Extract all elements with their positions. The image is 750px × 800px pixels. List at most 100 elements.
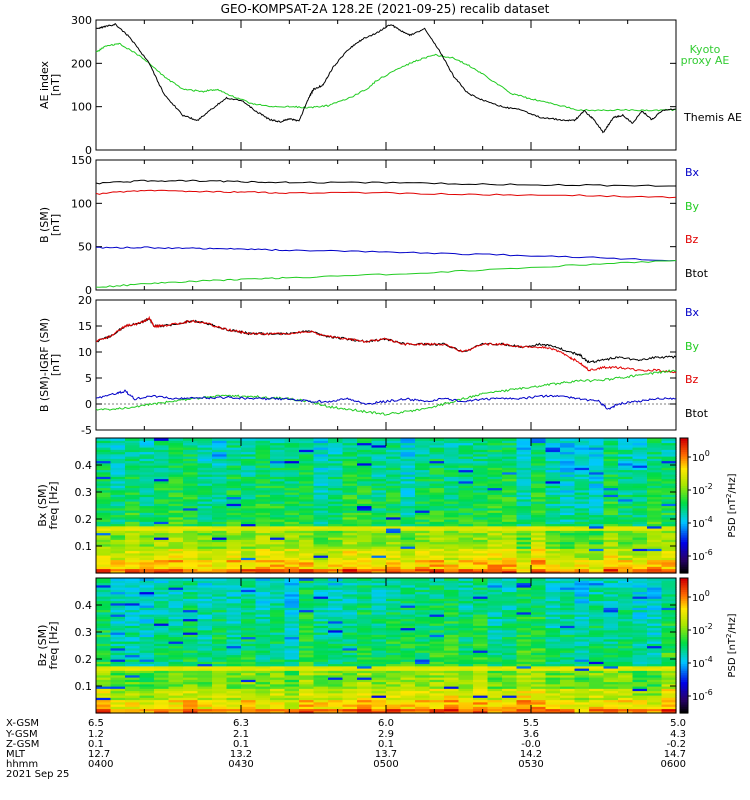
spectrogram-cell (110, 614, 126, 617)
spectrogram-cell (110, 532, 126, 536)
spectrogram-cell (589, 659, 605, 662)
spectrogram-cell (313, 485, 329, 489)
spectrogram-cell (110, 670, 126, 674)
spectrogram-cell (284, 440, 300, 444)
spectrogram-cell (168, 683, 184, 687)
spectrogram-cell (589, 679, 605, 683)
spectrogram-cell (400, 686, 416, 689)
spectrogram-cell (574, 537, 590, 540)
spectrogram-cell (618, 661, 634, 665)
spectrogram-cell (661, 467, 677, 471)
spectrogram-cell (96, 706, 112, 710)
spectrogram-cell (342, 487, 358, 491)
spectrogram-cell (386, 548, 402, 552)
spectrogram-cell (241, 460, 257, 464)
spectrogram-cell (342, 528, 358, 531)
spectrogram-cell (197, 521, 213, 525)
spectrogram-cell (284, 589, 300, 593)
spectrogram-cell (342, 683, 358, 687)
spectrogram-cell (560, 449, 576, 453)
spectrogram-cell (516, 629, 532, 633)
spectrogram-cell (168, 537, 184, 540)
spectrogram-cell (284, 647, 300, 651)
spectrogram-cell (299, 683, 315, 687)
spectrogram-cell (487, 514, 503, 518)
spectrogram-cell (487, 629, 503, 633)
spectrogram-cell (342, 469, 358, 473)
spectrogram-cell (342, 546, 358, 549)
spectrogram-cell (110, 623, 126, 626)
spectrogram-cell (473, 699, 489, 703)
spectrogram-cell (96, 514, 112, 518)
spectrogram-cell (502, 647, 518, 651)
spectrogram-cell (96, 543, 112, 547)
spectrogram-cell (313, 607, 329, 611)
spectrogram-cell (125, 654, 141, 658)
spectrogram-cell (589, 476, 605, 480)
spectrogram-cell (400, 494, 416, 498)
spectrogram-cell (284, 683, 300, 687)
spectrogram-cell (429, 471, 445, 475)
spectrogram-cell (632, 492, 648, 495)
spectrogram-cell (313, 688, 329, 692)
spectrogram-cell (125, 616, 141, 620)
spectrogram-cell (516, 550, 532, 554)
spectrogram-cell (197, 512, 213, 516)
spectrogram-cell (168, 512, 184, 516)
spectrogram-cell (168, 674, 184, 678)
spectrogram-cell (342, 507, 358, 511)
spectrogram-cell (241, 679, 257, 683)
spectrogram-cell (357, 449, 373, 453)
spectrogram-cell (299, 492, 315, 495)
spectrogram-cell (96, 442, 112, 446)
spectrogram-cell (574, 525, 590, 529)
spectrogram-cell (328, 620, 344, 624)
spectrogram-cell (125, 541, 141, 545)
spectrogram-cell (429, 625, 445, 629)
spectrogram-cell (473, 672, 489, 676)
spectrogram-cell (110, 442, 126, 446)
spectrogram-cell (255, 539, 271, 543)
spectrogram-cell (328, 501, 344, 504)
spectrogram-cell (589, 474, 605, 477)
spectrogram-cell (226, 625, 242, 629)
spectrogram-cell (502, 641, 518, 644)
spectrogram-cell (168, 607, 184, 611)
spectrogram-cell (197, 692, 213, 696)
spectrogram-cell (357, 480, 373, 484)
spectrogram-cell (110, 460, 126, 464)
spectrogram-cell (516, 523, 532, 527)
y-tick-label: 5 (85, 372, 92, 385)
spectrogram-cell (328, 665, 344, 669)
spectrogram-cell (531, 451, 547, 455)
spectrogram-cell (574, 476, 590, 480)
spectrogram-cell (110, 478, 126, 482)
spectrogram-cell (299, 674, 315, 678)
spectrogram-cell (415, 534, 431, 538)
spectrogram-cell (168, 659, 184, 662)
spectrogram-cell (574, 643, 590, 647)
spectrogram-cell (589, 550, 605, 554)
spectrogram-cell (226, 654, 242, 658)
spectrogram-cell (183, 552, 199, 556)
spectrogram-cell (516, 462, 532, 466)
spectrogram-cell (212, 485, 228, 489)
spectrogram-cell (589, 643, 605, 647)
spectrogram-cell (212, 546, 228, 549)
spectrogram-cell (632, 654, 648, 658)
spectrogram-cell (589, 489, 605, 493)
spectrogram-cell (299, 521, 315, 525)
spectrogram-cell (429, 591, 445, 595)
spectrogram-cell (313, 611, 329, 615)
spectrogram-cell (139, 580, 155, 584)
spectrogram-cell (110, 453, 126, 457)
spectrogram-cell (212, 465, 228, 468)
spectrogram-cell (139, 438, 155, 441)
spectrogram-cell (110, 480, 126, 484)
spectrogram-cell (458, 674, 474, 678)
spectrogram-cell (241, 532, 257, 536)
spectrogram-cell (429, 501, 445, 504)
spectrogram-cell (574, 609, 590, 613)
spectrogram-cell (183, 503, 199, 507)
spectrogram-cell (226, 555, 242, 558)
